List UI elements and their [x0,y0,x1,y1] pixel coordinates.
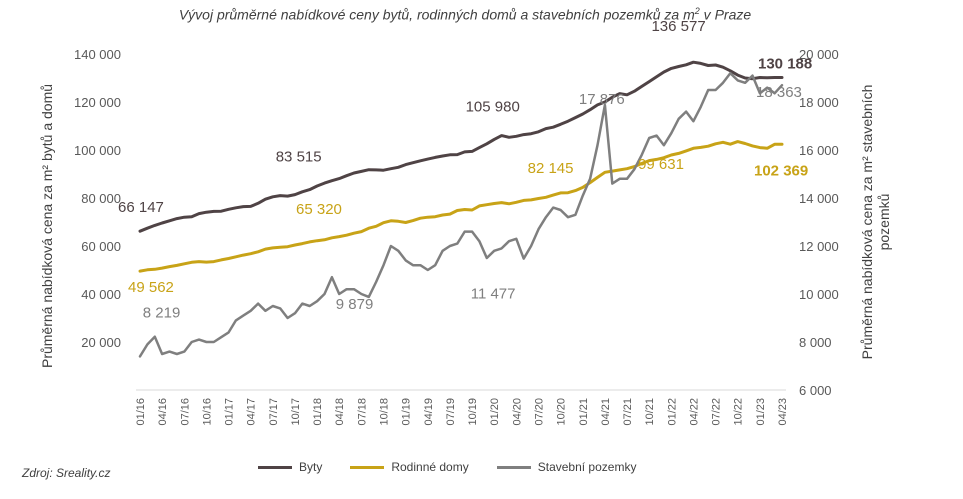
legend-swatch [350,465,385,469]
x-tick-label: 10/16 [201,398,213,426]
legend-swatch [258,465,292,469]
x-tick-label: 07/17 [268,398,280,426]
chart-title-sup: 2 [694,6,700,16]
x-tick-label: 10/22 [733,398,745,426]
x-tick-label: 01/16 [135,398,147,426]
data-label: 49 562 [128,279,174,296]
y-right-tick-label: 10 000 [799,287,839,302]
source-note: Zdroj: Sreality.cz [22,466,111,480]
legend-item: Rodinné domy [350,460,469,474]
y-left-tick-label: 120 000 [74,95,121,110]
data-label: 18 363 [756,84,802,101]
x-tick-label: 04/17 [246,398,258,426]
x-tick-label: 01/21 [578,398,590,426]
x-tick-label: 04/19 [423,398,435,426]
x-tick-label: 04/16 [157,398,169,426]
series-line-2 [138,71,784,358]
x-tick-label: 07/21 [622,398,634,426]
x-tick-label: 10/20 [556,398,568,426]
data-label: 83 515 [276,149,322,166]
data-label: 82 145 [528,160,574,177]
x-tick-label: 04/21 [600,398,612,426]
legend-label: Stavební pozemky [537,460,637,474]
legend-item: Byty [258,460,322,474]
y-left-axis-title: Průměrná nabídková cena za m² bytů a dom… [39,84,55,368]
line-chart: 20 000 40 000 60 000 80 000 100 000 120 000 14… [39,18,892,426]
y-left-tick-label: 20 000 [81,335,121,350]
y-left-tick-label: 40 000 [81,287,121,302]
data-label: 65 320 [296,201,342,218]
y-right-axis-title: Průměrná nabídková cena za m² stavebních… [859,85,892,360]
data-label: 136 577 [651,18,705,35]
series-line-1 [138,140,784,273]
data-label: 9 879 [336,296,374,313]
chart-legend: Byty Rodinné domy Stavební pozemky [258,460,636,474]
data-label: 105 980 [466,99,520,116]
y-right-tick-label: 12 000 [799,239,839,254]
x-tick-label: 04/20 [511,398,523,426]
x-tick-label: 07/19 [445,398,457,426]
x-tick-label: 10/21 [644,398,656,426]
data-label: 99 631 [638,156,684,173]
x-tick-label: 01/18 [312,398,324,426]
x-tick-label: 04/22 [688,398,700,426]
legend-label: Rodinné domy [391,460,469,474]
chart-title-suffix: v Praze [699,6,752,23]
x-tick-label: 10/19 [467,398,479,426]
data-label: 8 219 [143,305,181,322]
x-tick-label: 01/20 [489,398,501,426]
data-label: 11 477 [471,286,516,303]
y-left-tick-label: 140 000 [74,47,121,62]
x-tick-label: 07/22 [711,398,723,426]
x-tick-label: 01/17 [224,398,236,426]
x-tick-label: 07/18 [356,398,368,426]
legend-label: Byty [299,460,323,474]
data-label: 17 876 [579,91,625,108]
x-tick-label: 01/19 [401,398,413,426]
y-right-tick-label: 6 000 [799,383,832,398]
y-right-tick-label: 14 000 [799,191,839,206]
data-label: 66 147 [118,199,164,216]
y-right-tick-label: 20 000 [799,47,839,62]
y-left-tick-label: 60 000 [81,239,121,254]
x-tick-label: 07/20 [533,398,545,426]
x-tick-label: 07/16 [179,398,191,426]
chart-title: Vývoj průměrné nabídkové ceny bytů, rodi… [0,6,930,23]
legend-swatch [496,465,531,469]
x-tick-label: 04/18 [334,398,346,426]
x-tick-label: 10/17 [290,398,302,426]
legend-item: Stavební pozemky [496,460,637,474]
x-tick-label: 10/18 [379,398,391,426]
y-left-tick-label: 80 000 [81,191,121,206]
y-left-tick-label: 100 000 [74,143,121,158]
y-right-tick-label: 18 000 [799,95,839,110]
data-label: 102 369 [754,162,808,179]
chart-title-text: Vývoj průměrné nabídkové ceny bytů, rodi… [178,6,695,23]
y-right-tick-label: 8 000 [799,335,832,350]
x-tick-label: 01/23 [755,398,767,426]
data-label: 130 188 [758,56,812,73]
x-tick-label: 04/23 [777,398,789,426]
y-right-tick-label: 16 000 [799,143,839,158]
series-line-0 [138,60,784,233]
x-tick-label: 01/22 [666,398,678,426]
